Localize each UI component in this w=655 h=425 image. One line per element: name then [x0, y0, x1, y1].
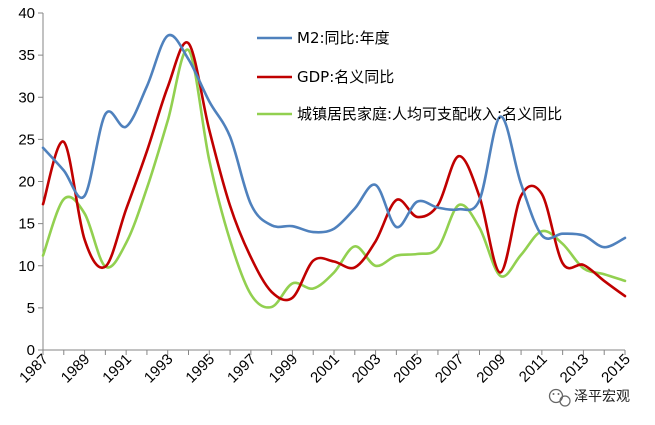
y-axis-ticks: 0 5 10 15 20 25 30 35 40 — [18, 5, 43, 359]
plot-axes — [42, 13, 625, 351]
legend-label: M2:同比:年度 — [297, 29, 390, 47]
x-tick-label: 2011 — [516, 351, 551, 386]
watermark-text: 泽平宏观 — [574, 389, 630, 405]
y-tick-label: 15 — [18, 216, 35, 233]
x-tick-label: 1991 — [99, 351, 135, 387]
x-tick-label: 2015 — [598, 351, 634, 387]
x-tick-label: 1993 — [141, 351, 177, 387]
x-tick-label: 1997 — [224, 351, 260, 387]
x-tick-label: 1987 — [16, 351, 52, 387]
y-tick-label: 0 — [27, 342, 35, 359]
x-tick-label: 2001 — [307, 351, 343, 387]
x-tick-label: 1995 — [182, 351, 218, 387]
series-lines — [41, 33, 627, 309]
legend-label: GDP:名义同比 — [297, 68, 394, 86]
x-tick-label: 1999 — [266, 351, 302, 387]
series-line-m2 — [41, 33, 627, 249]
x-tick-label: 2013 — [557, 351, 593, 387]
legend-label: 城镇居民家庭:人均可支配收入:名义同比 — [297, 105, 562, 123]
y-tick-label: 30 — [18, 89, 35, 106]
x-tick-label: 2009 — [473, 351, 509, 387]
x-tick-label: 1989 — [58, 351, 94, 387]
x-tick-label: 2007 — [432, 351, 468, 387]
wechat-icon — [548, 388, 571, 407]
x-tick-label: 2005 — [390, 351, 426, 387]
y-tick-label: 40 — [18, 5, 35, 22]
watermark: 泽平宏观 — [548, 388, 630, 407]
y-tick-label: 25 — [18, 131, 35, 148]
y-tick-label: 20 — [18, 174, 35, 191]
x-tick-label: 2003 — [349, 351, 385, 387]
series-line-income — [41, 48, 627, 309]
y-tick-label: 10 — [18, 258, 35, 275]
y-tick-label: 5 — [27, 300, 35, 317]
x-axis-ticks: 1987 1989 1991 1993 1995 1997 1999 2001 2003 2005… — [16, 350, 634, 386]
y-tick-label: 35 — [18, 47, 35, 64]
